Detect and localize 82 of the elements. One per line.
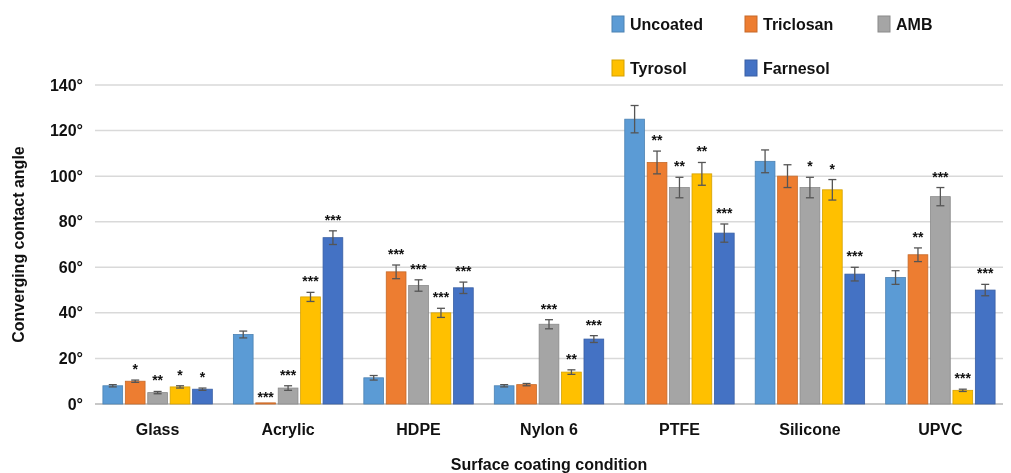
data-label: ** (651, 132, 664, 149)
y-tick-label: 80° (58, 213, 83, 231)
data-label: * (199, 369, 206, 386)
bar (952, 389, 974, 405)
legend-label: Triclosan (763, 15, 834, 33)
bar (624, 118, 645, 405)
data-label: *** (410, 260, 428, 277)
bar (844, 273, 866, 405)
data-label: *** (455, 263, 473, 280)
bar (646, 162, 668, 405)
data-label: * (177, 366, 184, 383)
bar (930, 196, 951, 405)
bar (169, 386, 191, 405)
data-label: *** (977, 265, 994, 282)
x-tick-label: PTFE (659, 421, 701, 438)
bar (799, 187, 821, 405)
data-label: ** (912, 228, 924, 245)
y-tick-label: 20° (58, 350, 83, 368)
bar (430, 312, 452, 405)
bar (907, 254, 929, 405)
legend-label: AMB (896, 15, 933, 33)
y-tick-label: 60° (58, 258, 83, 276)
legend-label: Farnesol (763, 59, 830, 77)
bar (974, 289, 996, 405)
bar (885, 277, 906, 405)
y-tick-label: 40° (58, 304, 83, 322)
bar (277, 387, 299, 405)
bar (714, 232, 735, 405)
data-label: *** (302, 273, 320, 290)
bar (777, 175, 798, 405)
y-tick-label: 100° (49, 167, 83, 185)
y-tick-label: 0° (67, 395, 83, 413)
bar (538, 323, 560, 405)
x-tick-label: Acrylic (261, 421, 315, 438)
bar (669, 187, 690, 405)
bar (385, 271, 407, 405)
data-label: *** (257, 388, 275, 405)
data-label: *** (279, 366, 297, 383)
data-label: *** (932, 168, 950, 185)
bar (583, 338, 605, 405)
bar (516, 384, 537, 405)
bar (124, 380, 146, 405)
bar (300, 296, 321, 405)
data-label: * (807, 158, 814, 175)
y-tick-label: 120° (49, 122, 83, 140)
bar (822, 189, 843, 405)
bar (453, 287, 474, 405)
data-label: *** (716, 204, 734, 221)
bar (754, 160, 776, 405)
data-label: * (132, 361, 139, 378)
y-tick-label: 140° (49, 76, 83, 94)
x-tick-label: Glass (135, 421, 180, 438)
x-tick-label: HDPE (396, 421, 442, 438)
bar (561, 371, 582, 405)
y-axis-title: Converging contact angle (10, 146, 27, 343)
bar (192, 388, 213, 405)
x-tick-label: UPVC (918, 421, 964, 438)
x-tick-label: Nylon 6 (520, 421, 578, 438)
data-label: *** (387, 246, 405, 263)
data-label: ** (565, 350, 578, 367)
bar (232, 334, 254, 405)
bar (102, 385, 124, 405)
data-label: * (829, 160, 836, 177)
data-label: *** (954, 370, 972, 387)
legend-label: Tyrosol (630, 59, 687, 77)
x-axis-title: Surface coating condition (450, 456, 648, 473)
data-label: ** (152, 372, 164, 389)
bar (322, 237, 344, 405)
bar (493, 385, 515, 405)
legend-label: Uncoated (630, 15, 703, 33)
x-tick-label: Silicone (779, 421, 841, 438)
data-label: *** (846, 248, 864, 265)
data-label: *** (324, 211, 342, 228)
bar (363, 377, 384, 405)
data-label: ** (696, 143, 708, 160)
data-label: *** (585, 316, 603, 333)
bar (147, 392, 168, 405)
bar (408, 285, 429, 405)
data-label: *** (540, 300, 558, 317)
data-label: ** (674, 158, 686, 175)
data-label: *** (432, 289, 450, 306)
bar (691, 173, 713, 405)
